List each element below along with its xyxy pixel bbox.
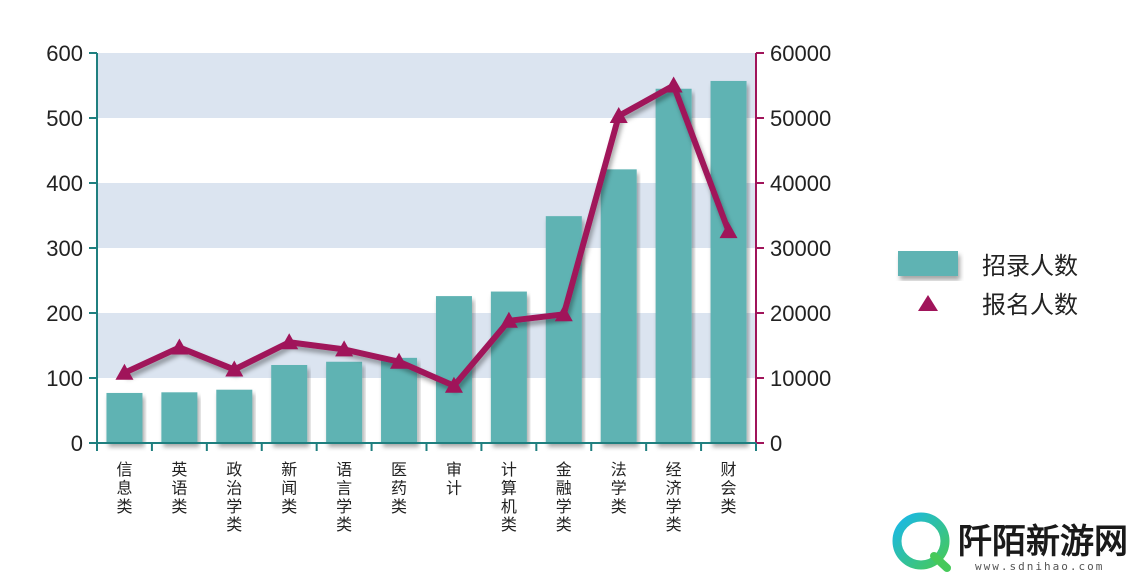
legend-label-line: 报名人数 [982,291,1078,319]
y-tick-label-right: 10000 [770,366,831,391]
x-tick-label: 计算机类 [501,460,517,534]
y-tick-label-right: 50000 [770,106,831,131]
legend-label-bar: 招录人数 [982,252,1078,280]
y-tick-label-left: 300 [46,236,83,261]
x-tick-label: 新闻类 [281,460,297,516]
watermark-logo-tail [930,552,951,572]
line-series [115,76,738,393]
bar [271,365,308,443]
bar [655,88,692,443]
y-tick-label-right: 40000 [770,171,831,196]
watermark: 阡陌新游网 www.sdnihao.com [892,512,1128,573]
y-tick-label-left: 0 [71,431,83,456]
bar [710,80,747,443]
legend-swatch-bar [898,251,958,276]
x-tick-label: 语言学类 [336,460,352,534]
line-marker [390,352,409,369]
category-labels: 信息类 英语类 政治学类 新闻类 语言学类 医药类 审计 计算机类 金融学类 法学类 经济学类 财会类 [116,460,736,534]
line-marker [280,333,299,350]
grid-bands [97,53,756,378]
line-marker [444,376,463,393]
line-marker [115,363,134,380]
x-tick-label: 审计 [446,460,462,497]
x-tick-label: 英语类 [171,460,187,516]
y-tick-label-left: 100 [46,366,83,391]
watermark-text: 阡陌新游网 [958,522,1128,562]
line-marker [499,311,518,328]
legend: 招录人数 报名人数 [898,251,1078,319]
line-marker [664,76,683,93]
x-tick-label: 信息类 [116,460,132,516]
line-marker [225,360,244,377]
line-marker [719,222,738,239]
bar [381,357,418,443]
y-tick-label-right: 0 [770,431,782,456]
line-marker [609,107,628,124]
legend-swatch-marker [918,295,938,311]
y-tick-label-left: 200 [46,301,83,326]
x-tick-label: 金融学类 [556,460,572,534]
axes: 0 100 200 300 400 500 600 0 10000 20000 30000 40000… [46,41,831,456]
line-path [123,82,732,389]
bar [545,216,582,443]
watermark-subtext: www.sdnihao.com [975,560,1104,573]
x-tick-label: 医药类 [391,460,407,516]
grid-band [97,183,756,248]
watermark-logo-icon [892,512,950,570]
bar [161,392,198,443]
bar-series [106,80,747,443]
x-tick-label: 经济学类 [666,460,682,534]
y-tick-label-right: 30000 [770,236,831,261]
y-tick-label-left: 400 [46,171,83,196]
line-marker [335,340,354,357]
grid-band [97,53,756,118]
y-tick-label-left: 500 [46,106,83,131]
bar [600,169,637,443]
bar [216,389,253,443]
x-tick-label: 政治学类 [226,460,242,534]
x-tick-label: 财会类 [721,460,737,516]
bar [106,392,143,443]
grid-band [97,313,756,378]
y-tick-label-right: 60000 [770,41,831,66]
bar [326,361,363,443]
y-tick-label-right: 20000 [770,301,831,326]
line-marker [170,338,189,355]
line-marker [554,305,573,322]
y-tick-label-left: 600 [46,41,83,66]
x-tick-label: 法学类 [611,460,627,516]
